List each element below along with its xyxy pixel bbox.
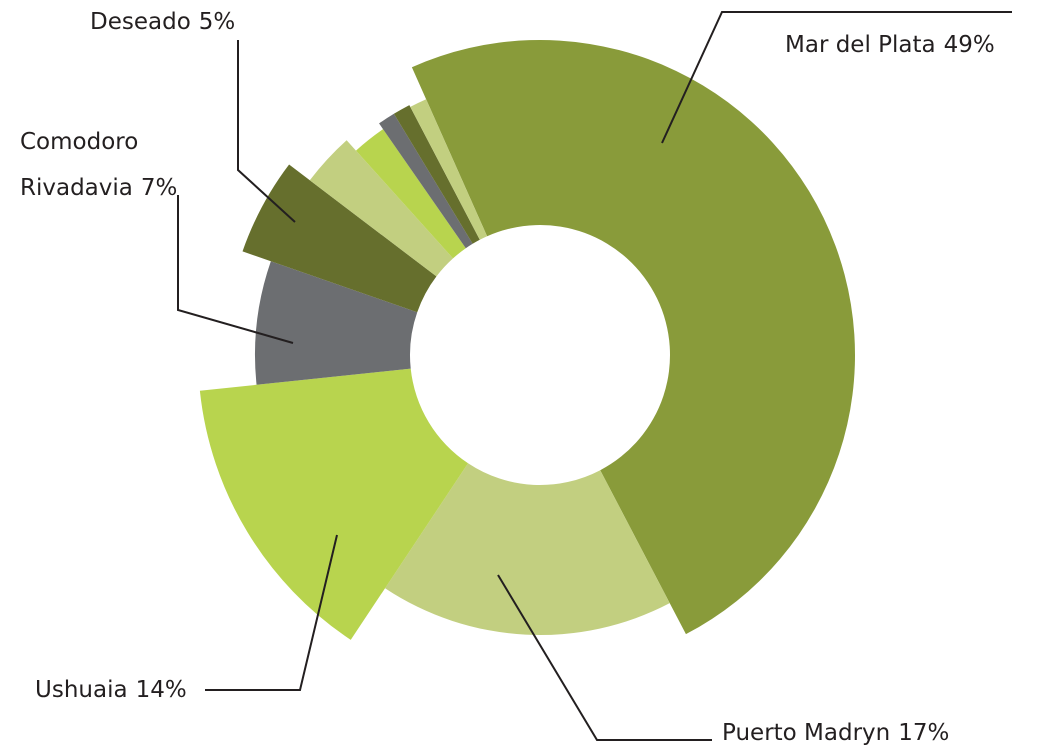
label-category: Deseado: [90, 9, 191, 35]
leader-line: [237, 40, 296, 223]
label-value: 7%: [141, 175, 178, 201]
slice-label: Ushuaia 14%: [35, 677, 187, 703]
donut-slice: [355, 129, 466, 259]
label-value: 49%: [944, 32, 995, 58]
donut-slice: [254, 261, 418, 385]
label-category: Ushuaia: [35, 677, 128, 703]
label-category-line: Comodoro: [20, 129, 138, 155]
donut-slice: [393, 105, 480, 244]
label-value: 17%: [898, 720, 949, 746]
slice-label: Mar del Plata 49%: [785, 32, 995, 58]
leader-line: [661, 11, 1012, 144]
slice-label: Comodoro Rivadavia 7%: [20, 129, 177, 201]
donut-slice: [385, 463, 670, 635]
slice-label: Puerto Madryn 17%: [722, 720, 949, 746]
leader-line: [205, 534, 338, 691]
donut-slice: [199, 368, 469, 640]
donut-slice: [410, 99, 488, 240]
leader-line: [497, 574, 712, 741]
donut-slice: [242, 164, 437, 313]
donut-slice: [379, 113, 473, 249]
donut-slice: [411, 40, 855, 635]
label-value: 5%: [199, 9, 236, 35]
slice-label: Deseado 5%: [90, 9, 235, 35]
label-category: Comodoro Rivadavia: [20, 129, 138, 201]
label-category: Mar del Plata: [785, 32, 936, 58]
label-value: 14%: [136, 677, 187, 703]
leader-line: [177, 195, 294, 344]
label-category: Puerto Madryn: [722, 720, 890, 746]
donut-slice: [309, 140, 454, 277]
label-category-line: Rivadavia: [20, 175, 133, 201]
